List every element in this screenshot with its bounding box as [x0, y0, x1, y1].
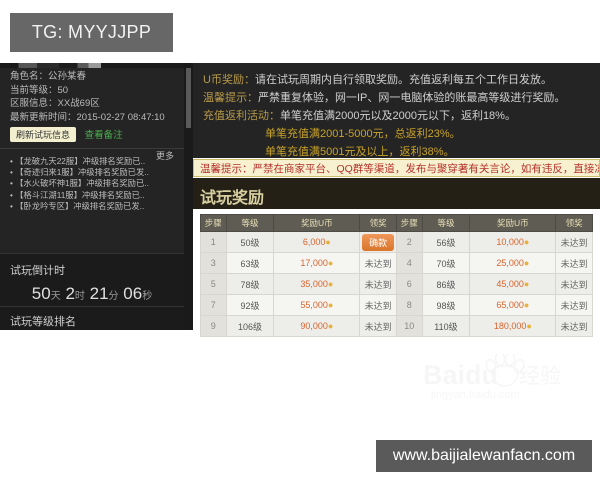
svg-text:jingyan.baidu.com: jingyan.baidu.com — [430, 389, 520, 401]
svg-text:经验: 经验 — [519, 364, 561, 388]
